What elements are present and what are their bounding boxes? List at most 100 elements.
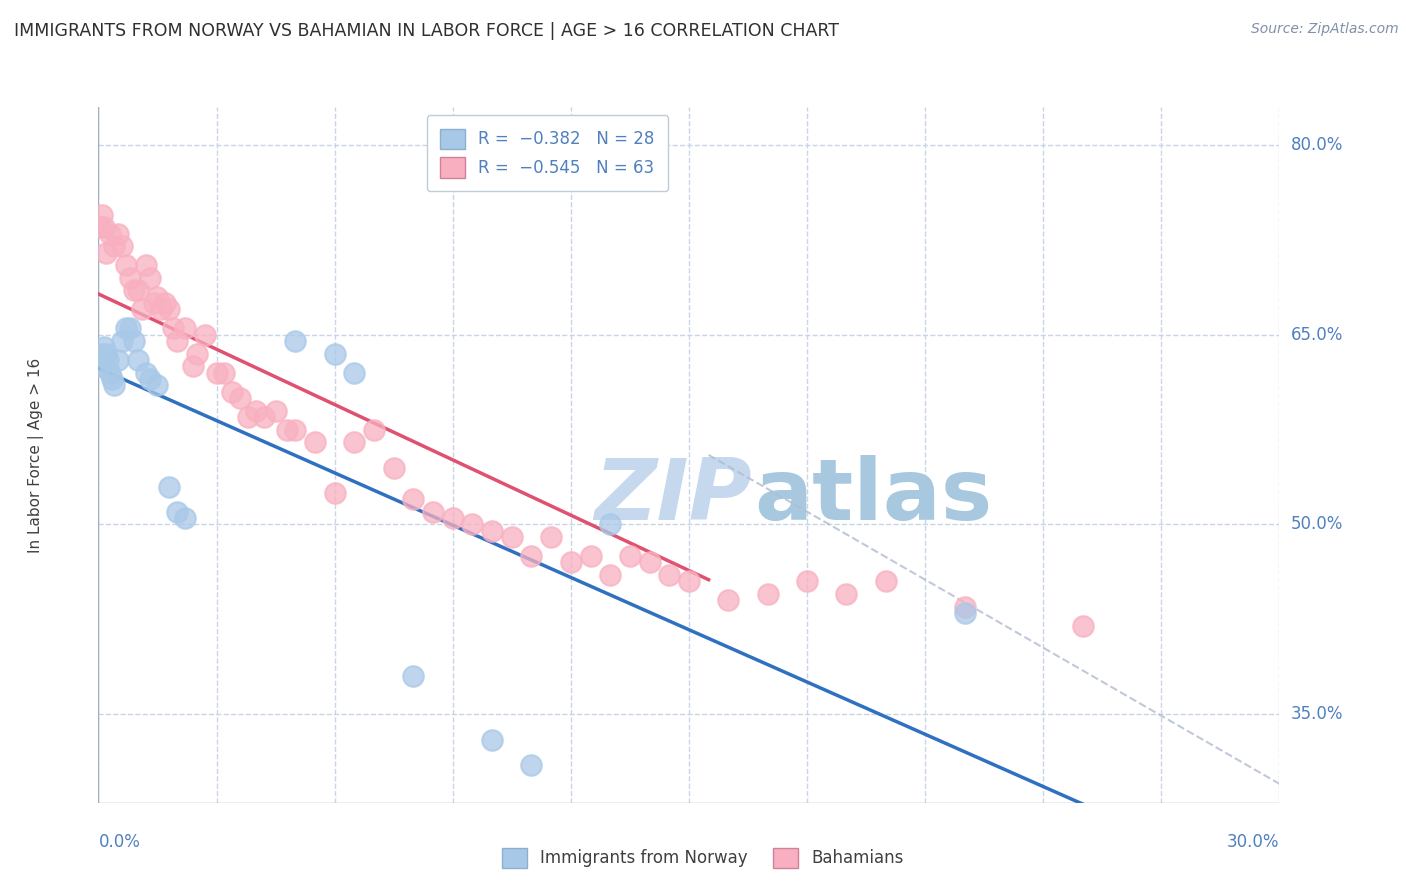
Point (619, 549, 641, 563)
Point (122, 334, 145, 348)
Point (599, 568, 621, 582)
Point (253, 409, 276, 424)
Point (93, 220, 115, 235)
Point (96, 347, 118, 361)
Point (422, 505, 444, 519)
Point (111, 334, 134, 348)
Point (599, 517, 621, 532)
Point (323, 347, 346, 361)
Point (678, 574, 700, 589)
Point (146, 378, 169, 392)
Point (89, 359, 111, 374)
Point (138, 270, 160, 285)
Point (107, 227, 129, 241)
Point (323, 486, 346, 500)
Point (221, 384, 243, 399)
Point (214, 366, 236, 380)
Point (118, 270, 141, 285)
Point (118, 321, 141, 335)
Point (520, 549, 543, 563)
Point (162, 321, 184, 335)
Point (98, 227, 121, 241)
Point (363, 423, 385, 437)
Point (157, 302, 180, 317)
Text: 30.0%: 30.0% (1227, 833, 1279, 851)
Point (131, 302, 153, 317)
Point (93, 340, 115, 354)
Point (875, 574, 897, 589)
Text: 0.0%: 0.0% (98, 833, 141, 851)
Legend: Immigrants from Norway, Bahamians: Immigrants from Norway, Bahamians (495, 841, 911, 875)
Point (953, 606, 976, 620)
Point (135, 366, 157, 380)
Point (181, 359, 204, 374)
Text: atlas: atlas (754, 455, 993, 538)
Point (107, 353, 129, 368)
Legend: R =  −0.382   N = 28, R =  −0.545   N = 63: R = −0.382 N = 28, R = −0.545 N = 63 (426, 115, 668, 191)
Point (157, 479, 180, 493)
Point (91, 347, 114, 361)
Point (135, 258, 157, 272)
Point (236, 409, 259, 424)
Point (638, 556, 661, 570)
Point (658, 568, 681, 582)
Point (229, 391, 252, 405)
Point (717, 593, 740, 607)
Text: 80.0%: 80.0% (1291, 136, 1343, 154)
Text: Source: ZipAtlas.com: Source: ZipAtlas.com (1251, 22, 1399, 37)
Point (166, 334, 188, 348)
Point (756, 587, 779, 601)
Point (579, 549, 602, 563)
Point (127, 284, 149, 298)
Point (953, 599, 976, 614)
Point (186, 347, 208, 361)
Point (304, 435, 326, 450)
Point (284, 423, 307, 437)
Point (150, 302, 173, 317)
Point (174, 321, 197, 335)
Point (245, 403, 267, 417)
Point (97, 353, 120, 368)
Point (122, 284, 145, 298)
Point (111, 239, 134, 253)
Point (284, 334, 307, 348)
Point (382, 460, 405, 475)
Text: IMMIGRANTS FROM NORWAY VS BAHAMIAN IN LABOR FORCE | AGE > 16 CORRELATION CHART: IMMIGRANTS FROM NORWAY VS BAHAMIAN IN LA… (14, 22, 839, 40)
Point (101, 372, 124, 386)
Point (155, 296, 177, 310)
Point (96, 245, 118, 260)
Point (115, 258, 138, 272)
Point (501, 530, 523, 544)
Text: In Labor Force | Age > 16: In Labor Force | Age > 16 (28, 358, 44, 552)
Point (560, 556, 582, 570)
Point (89, 220, 111, 235)
Text: 50.0%: 50.0% (1291, 516, 1343, 533)
Point (520, 757, 543, 772)
Point (481, 732, 503, 747)
Point (835, 587, 858, 601)
Point (103, 239, 125, 253)
Point (796, 574, 818, 589)
Point (343, 435, 366, 450)
Point (205, 366, 228, 380)
Point (103, 378, 125, 392)
Text: ZIP: ZIP (595, 455, 752, 538)
Point (481, 524, 503, 538)
Point (540, 530, 562, 544)
Point (174, 511, 197, 525)
Point (441, 511, 464, 525)
Point (138, 372, 160, 386)
Point (166, 505, 188, 519)
Point (146, 290, 169, 304)
Text: 65.0%: 65.0% (1291, 326, 1343, 343)
Text: 35.0%: 35.0% (1291, 706, 1343, 723)
Point (91, 208, 114, 222)
Point (402, 492, 425, 507)
Point (142, 296, 165, 310)
Point (115, 321, 138, 335)
Point (1071, 618, 1094, 632)
Point (98, 366, 121, 380)
Point (276, 423, 298, 437)
Point (402, 669, 425, 683)
Point (343, 366, 366, 380)
